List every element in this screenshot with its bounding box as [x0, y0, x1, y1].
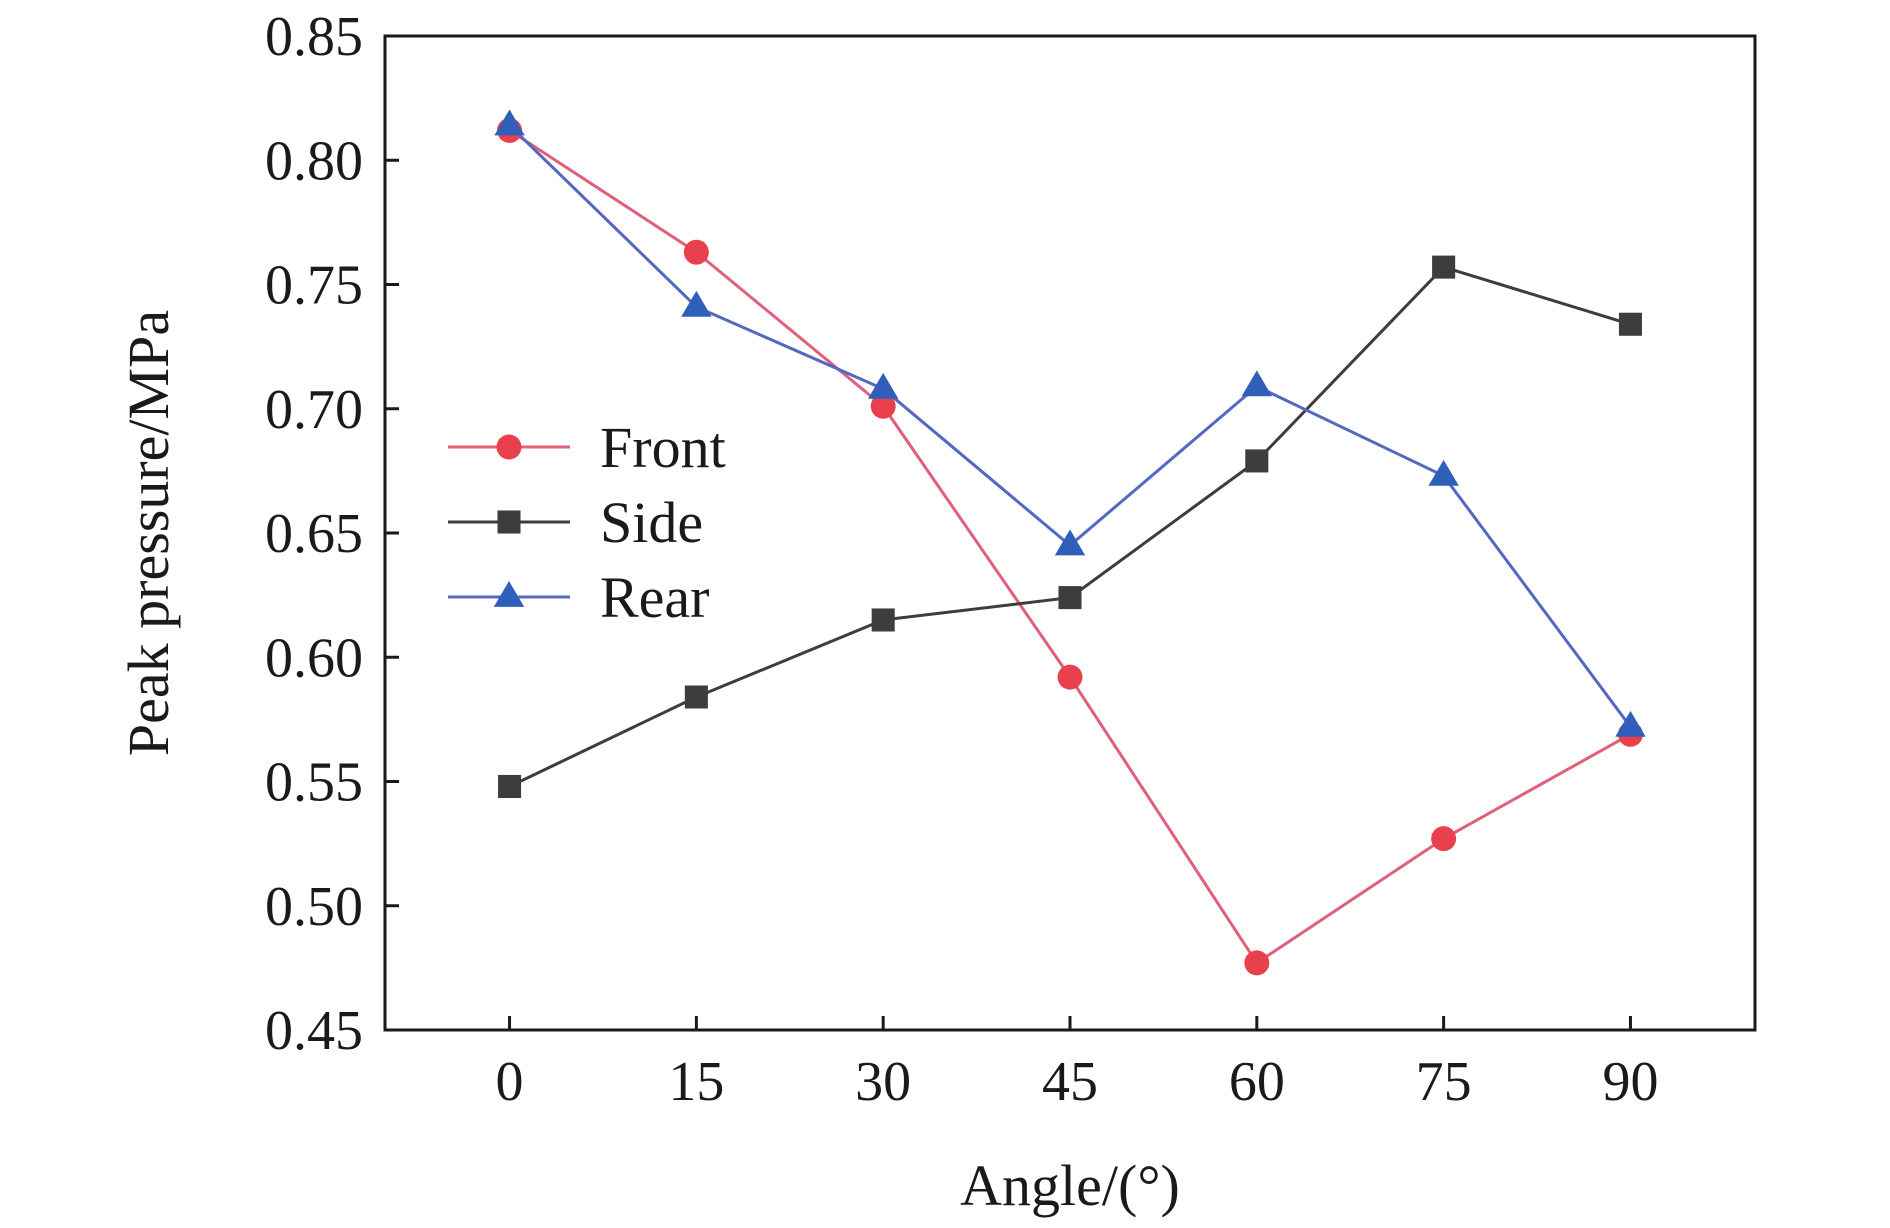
data-point-side — [871, 608, 895, 632]
x-axis-ticks: 0 15 30 45 60 75 90 — [496, 1016, 1658, 1113]
x-tick-label: 0 — [496, 1051, 524, 1113]
x-tick-label: 15 — [668, 1051, 724, 1113]
legend-marker-side — [497, 510, 521, 534]
data-point-front — [870, 393, 896, 419]
y-tick-label: 0.65 — [265, 503, 363, 565]
y-tick-label: 0.55 — [265, 752, 363, 814]
data-point-rear — [1428, 459, 1459, 486]
data-point-front — [1431, 826, 1457, 852]
legend-item-front: Front — [448, 415, 726, 480]
data-point-side — [684, 685, 708, 709]
data-point-rear — [494, 109, 525, 136]
data-point-rear — [1054, 529, 1086, 556]
data-point-front — [1057, 664, 1083, 690]
legend-marker-front — [496, 434, 522, 460]
y-tick-label: 0.75 — [265, 255, 363, 317]
y-axis-ticks: 0.45 0.50 0.55 0.60 0.65 0.70 0.75 0.80 0.85 — [265, 6, 399, 1062]
x-axis-title: Angle/(°) — [960, 1153, 1180, 1218]
series-layer — [494, 109, 1646, 976]
x-tick-label: 60 — [1229, 1051, 1285, 1113]
legend-item-rear: Rear — [448, 565, 710, 630]
legend-label: Front — [600, 415, 726, 480]
data-point-front — [683, 239, 709, 265]
data-point-front — [1244, 950, 1270, 976]
y-axis-title: Peak pressure/MPa — [116, 310, 181, 756]
legend-label: Rear — [600, 565, 710, 630]
data-point-rear — [681, 290, 712, 317]
series-markers-side — [498, 255, 1642, 798]
y-tick-label: 0.85 — [265, 6, 363, 68]
data-point-side — [498, 774, 522, 798]
data-point-side — [1245, 449, 1269, 473]
y-tick-label: 0.50 — [265, 876, 363, 938]
x-tick-label: 30 — [855, 1051, 911, 1113]
y-tick-label: 0.45 — [265, 1000, 363, 1062]
data-point-rear — [1241, 370, 1273, 397]
legend: Front Side Rear — [448, 415, 726, 630]
data-point-side — [1618, 312, 1642, 336]
y-tick-label: 0.70 — [265, 379, 363, 441]
legend-label: Side — [600, 490, 703, 555]
data-point-rear — [867, 372, 899, 399]
y-tick-label: 0.80 — [265, 130, 363, 192]
data-point-rear — [1615, 710, 1646, 737]
legend-item-side: Side — [448, 490, 703, 555]
legend-marker-rear — [493, 581, 525, 607]
x-tick-label: 45 — [1042, 1051, 1098, 1113]
data-point-side — [1058, 586, 1082, 610]
y-tick-label: 0.60 — [265, 627, 363, 689]
data-point-side — [1432, 255, 1456, 279]
x-tick-label: 90 — [1602, 1051, 1658, 1113]
series-markers-rear — [494, 109, 1646, 737]
x-tick-label: 75 — [1416, 1051, 1472, 1113]
